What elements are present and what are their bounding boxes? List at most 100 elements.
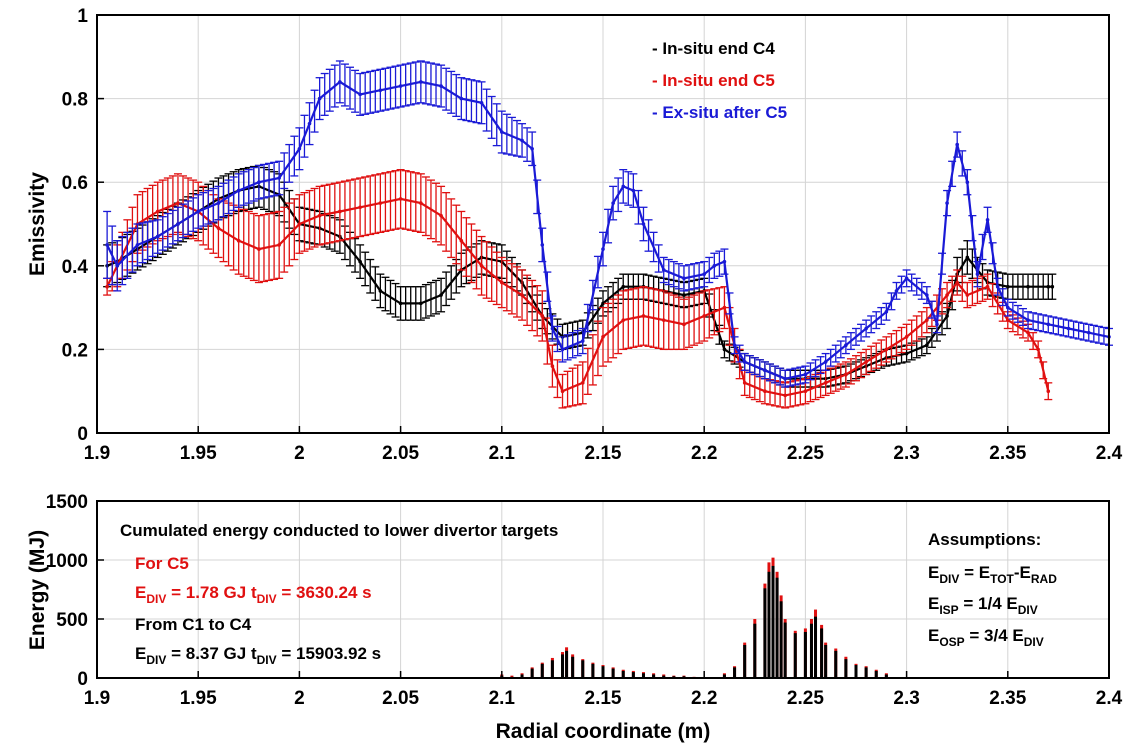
bar bbox=[733, 667, 737, 678]
data-point bbox=[216, 226, 221, 230]
data-point bbox=[338, 80, 342, 84]
data-point bbox=[945, 314, 949, 318]
bar bbox=[743, 644, 747, 678]
data-point bbox=[479, 100, 484, 105]
bar bbox=[884, 674, 888, 678]
series-2 bbox=[103, 169, 1053, 409]
data-point bbox=[1066, 326, 1071, 331]
x-tick-label: 2.1 bbox=[489, 443, 516, 464]
data-point bbox=[580, 339, 585, 343]
data-point bbox=[823, 360, 828, 364]
x-tick-label: 2.2 bbox=[691, 688, 717, 709]
data-point bbox=[297, 222, 302, 226]
data-point bbox=[925, 318, 929, 322]
y-tick-label: 500 bbox=[56, 610, 88, 631]
data-point bbox=[894, 289, 899, 293]
data-point bbox=[155, 234, 160, 239]
data-point bbox=[864, 360, 868, 364]
x-tick-label: 2.25 bbox=[787, 688, 824, 709]
bar bbox=[834, 650, 838, 678]
data-point bbox=[904, 351, 909, 356]
bar bbox=[783, 622, 787, 678]
bar bbox=[520, 674, 524, 678]
data-point bbox=[601, 335, 605, 339]
data-point bbox=[378, 289, 383, 293]
emissivity-x-ticks: 1.9 1.95 2 2.05 2.1 2.15 2.2 2.25 2.3 2.35 2.4 bbox=[84, 426, 1123, 464]
data-point bbox=[419, 201, 423, 205]
x-tick-label: 2.2 bbox=[691, 443, 717, 464]
data-point bbox=[550, 364, 555, 368]
bar bbox=[753, 623, 757, 678]
data-point bbox=[864, 326, 868, 331]
data-point bbox=[398, 84, 403, 88]
x-tick-label: 2.05 bbox=[382, 688, 419, 709]
x-tick-label: 2.15 bbox=[585, 688, 622, 709]
bar bbox=[540, 663, 544, 678]
bar bbox=[814, 616, 818, 678]
emissivity-y-axis-label: Emissivity bbox=[26, 172, 49, 276]
energy-plot-title: Cumulated energy conducted to lower dive… bbox=[120, 521, 558, 540]
x-tick-label: 2.05 bbox=[382, 443, 419, 464]
x-tick-label: 2.25 bbox=[787, 443, 824, 464]
data-point bbox=[115, 264, 120, 268]
data-point bbox=[530, 146, 534, 151]
x-tick-label: 2.1 bbox=[489, 688, 516, 709]
data-point bbox=[277, 243, 281, 247]
data-point bbox=[135, 243, 140, 247]
c1-c4-energy-annotation: EDIV = 8.37 GJ tDIV = 15903.92 s bbox=[135, 644, 381, 667]
data-point bbox=[803, 372, 808, 377]
data-point bbox=[439, 213, 443, 218]
bar bbox=[824, 644, 828, 678]
data-point bbox=[965, 255, 970, 260]
x-tick-label: 2.4 bbox=[1096, 688, 1123, 709]
data-point bbox=[500, 280, 504, 285]
data-point bbox=[803, 389, 808, 394]
data-point bbox=[884, 347, 889, 352]
y-tick-label: 1500 bbox=[46, 492, 88, 513]
data-point bbox=[1086, 330, 1091, 335]
bar bbox=[874, 670, 878, 678]
x-tick-label: 2 bbox=[294, 688, 305, 709]
data-point bbox=[378, 201, 383, 205]
data-point bbox=[560, 389, 565, 394]
data-point bbox=[945, 293, 949, 297]
data-point bbox=[1026, 318, 1030, 322]
assumption-eisp: EISP = 1/4 EDIV bbox=[928, 594, 1038, 617]
data-point bbox=[904, 335, 909, 339]
c1-c4-label: From C1 to C4 bbox=[135, 615, 252, 634]
data-point bbox=[965, 180, 970, 184]
bar bbox=[767, 571, 771, 678]
x-tick-label: 1.9 bbox=[84, 688, 110, 709]
data-point bbox=[935, 322, 939, 327]
data-point bbox=[257, 180, 261, 184]
data-point bbox=[500, 130, 504, 134]
data-point bbox=[955, 280, 959, 285]
data-point bbox=[398, 197, 403, 201]
data-point bbox=[621, 318, 626, 322]
emissivity-plot: 1.9 1.95 2 2.05 2.1 2.15 2.2 2.25 2.3 2.35 2.4 0 0.… bbox=[26, 6, 1123, 464]
data-point bbox=[459, 238, 464, 243]
data-point bbox=[702, 272, 706, 276]
y-tick-label: 0.2 bbox=[62, 340, 88, 361]
y-tick-label: 0.4 bbox=[62, 257, 89, 278]
data-point bbox=[419, 80, 423, 84]
x-tick-label: 2.35 bbox=[989, 443, 1026, 464]
data-point bbox=[844, 343, 848, 348]
x-tick-label: 2.4 bbox=[1096, 443, 1123, 464]
bar bbox=[763, 588, 767, 678]
data-point bbox=[621, 284, 626, 289]
assumption-eosp: EOSP = 3/4 EDIV bbox=[928, 626, 1044, 649]
bar bbox=[864, 667, 868, 678]
data-point bbox=[358, 259, 362, 264]
data-point bbox=[763, 368, 767, 373]
emissivity-series bbox=[103, 60, 1113, 409]
x-tick-label: 2.3 bbox=[893, 688, 919, 709]
data-point bbox=[176, 201, 180, 205]
bar bbox=[722, 674, 726, 678]
bar bbox=[591, 663, 595, 678]
data-point bbox=[1006, 318, 1010, 322]
data-point bbox=[631, 188, 636, 193]
data-point bbox=[722, 347, 727, 352]
data-point bbox=[783, 393, 787, 398]
